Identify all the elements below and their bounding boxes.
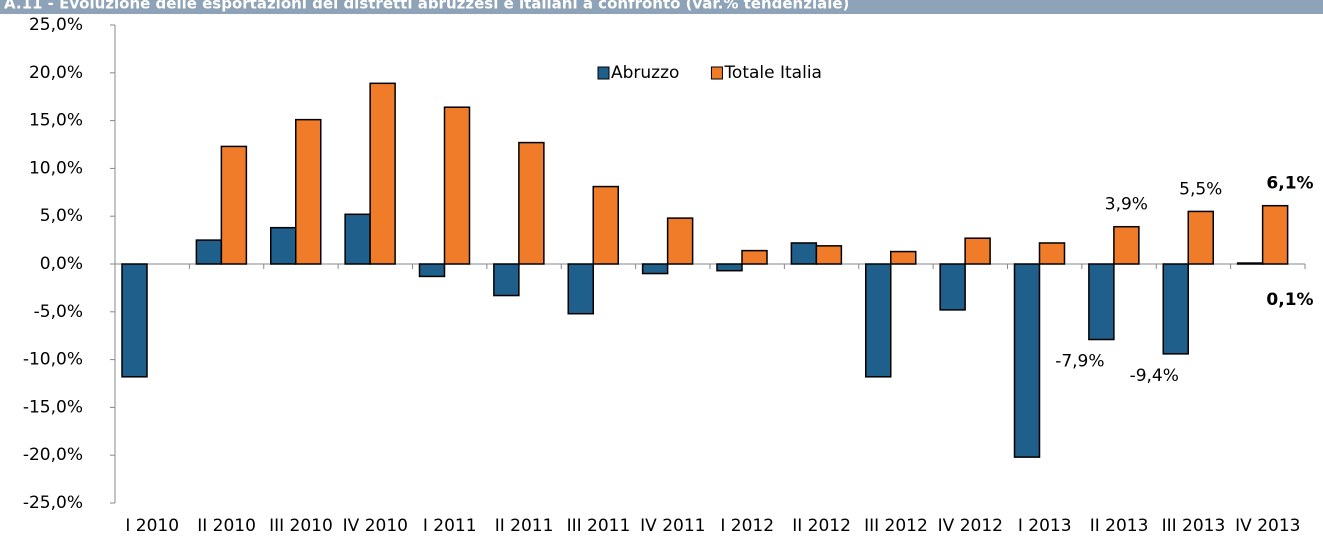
data-label: 6,1% — [1266, 174, 1313, 194]
y-tick-label: 15,0% — [29, 111, 83, 131]
x-tick-label: I 2010 — [125, 516, 179, 536]
y-tick-label: 20,0% — [29, 63, 83, 83]
y-tick-label: 10,0% — [29, 158, 83, 178]
bar — [220, 145, 248, 265]
y-tick-label: 5,0% — [40, 206, 83, 226]
bar — [939, 263, 966, 311]
bar — [418, 263, 446, 278]
x-tick-label: II 2011 — [495, 516, 554, 536]
x-tick-label: II 2012 — [792, 516, 851, 536]
x-tick-label: II 2010 — [197, 516, 256, 536]
data-label: 3,9% — [1105, 195, 1148, 215]
data-label: -7,9% — [1055, 352, 1104, 372]
legend-swatch — [710, 66, 723, 80]
y-tick-label: 0,0% — [40, 254, 83, 274]
bar — [790, 242, 818, 265]
x-tick-label: I 2011 — [423, 516, 477, 536]
title-bar — [0, 0, 1323, 14]
bar — [666, 217, 694, 265]
legend-swatch — [597, 66, 610, 80]
bar — [1187, 210, 1214, 265]
x-tick-label: IV 2013 — [1235, 516, 1300, 536]
bar — [1162, 263, 1189, 355]
x-tick-label: IV 2012 — [938, 516, 1003, 536]
bar — [890, 250, 917, 265]
bar — [815, 245, 843, 265]
chart-title: A.11 - Evoluzione delle esportazioni dei… — [4, 0, 849, 13]
data-label: 0,1% — [1266, 290, 1313, 310]
x-tick-label: III 2012 — [864, 516, 928, 536]
bar — [121, 263, 148, 378]
legend-label: Totale Italia — [723, 63, 822, 83]
bar — [1236, 262, 1264, 265]
bar — [592, 185, 619, 265]
x-tick-label: II 2013 — [1090, 516, 1149, 536]
bar — [641, 263, 669, 275]
x-tick-label: IV 2011 — [640, 516, 705, 536]
bar — [369, 82, 396, 265]
bar — [295, 118, 322, 265]
y-tick-label: -20,0% — [23, 445, 83, 465]
bar — [195, 239, 223, 265]
bar — [1038, 242, 1066, 265]
bar — [865, 263, 892, 378]
x-tick-label: IV 2010 — [343, 516, 408, 536]
bar — [493, 263, 520, 297]
x-tick-label: I 2012 — [720, 516, 774, 536]
bar — [443, 106, 471, 265]
y-tick-label: -10,0% — [23, 350, 83, 370]
bar — [964, 237, 991, 265]
bar — [344, 213, 371, 265]
y-tick-label: -5,0% — [34, 302, 83, 322]
bar — [270, 226, 297, 265]
bar — [1088, 263, 1115, 341]
x-tick-label: I 2013 — [1018, 516, 1072, 536]
legend-label: Abruzzo — [611, 63, 679, 83]
y-tick-label: -15,0% — [23, 397, 83, 417]
x-tick-label: III 2010 — [269, 516, 333, 536]
data-label: -9,4% — [1130, 366, 1179, 386]
bar — [518, 141, 545, 265]
bar — [741, 249, 768, 265]
bar — [567, 263, 594, 315]
bar — [1113, 225, 1140, 265]
bar — [716, 263, 743, 272]
bar — [1261, 204, 1289, 265]
x-tick-label: III 2011 — [567, 516, 631, 536]
bar — [1013, 263, 1041, 458]
y-tick-label: 25,0% — [29, 15, 83, 35]
data-label: 5,5% — [1179, 179, 1222, 199]
y-tick-label: -25,0% — [23, 493, 83, 513]
x-tick-label: III 2013 — [1162, 516, 1226, 536]
